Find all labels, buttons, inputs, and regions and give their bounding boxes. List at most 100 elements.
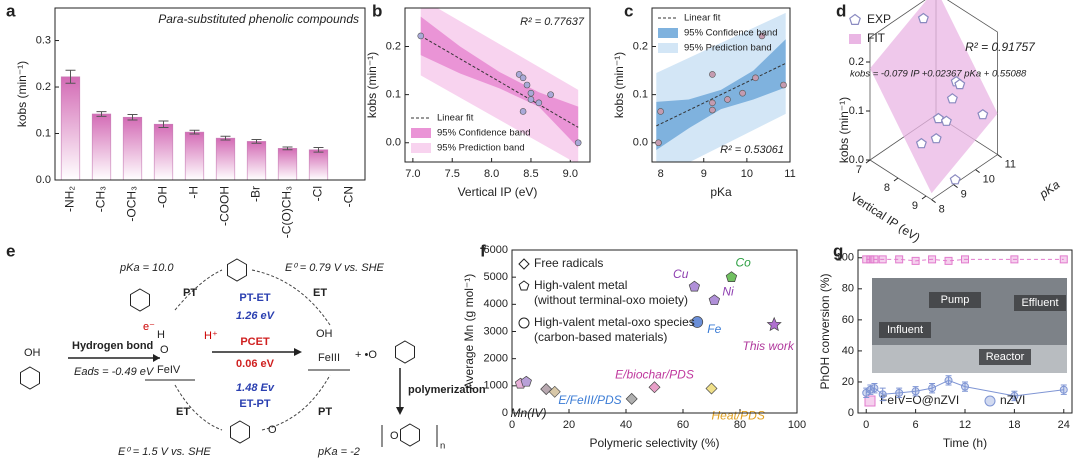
x-tick bbox=[921, 195, 927, 200]
point bbox=[946, 93, 958, 104]
x-tick-label: -CH₃ bbox=[94, 186, 108, 212]
label: pKa = -2 bbox=[317, 446, 360, 458]
label: FeIV bbox=[157, 364, 181, 376]
label: ET bbox=[176, 406, 190, 418]
point bbox=[870, 255, 879, 264]
legend-label: FeIV=O@nZVI bbox=[880, 393, 959, 407]
point bbox=[725, 271, 738, 282]
legend-label: Linear fit bbox=[437, 113, 474, 124]
point bbox=[949, 174, 961, 185]
label: H bbox=[157, 329, 165, 341]
error-bar bbox=[251, 139, 262, 144]
axis-edge bbox=[869, 159, 932, 200]
y-tick-label: 0.0 bbox=[633, 137, 648, 149]
point bbox=[961, 255, 969, 264]
label: FeIII bbox=[318, 352, 340, 364]
error-bar bbox=[96, 111, 107, 117]
bracket bbox=[381, 425, 438, 447]
point bbox=[519, 74, 527, 82]
point-label: This work bbox=[743, 339, 795, 353]
inset-label: Pump bbox=[941, 294, 970, 306]
inset-label: Reactor bbox=[986, 351, 1025, 363]
point bbox=[930, 132, 942, 144]
bar bbox=[277, 148, 298, 181]
z-axis-label: kobs (min⁻¹) bbox=[837, 97, 851, 163]
point bbox=[878, 255, 887, 264]
point bbox=[752, 74, 759, 82]
label: PT-ET bbox=[239, 292, 270, 304]
x-tick-label: 7.0 bbox=[405, 168, 420, 180]
label: O bbox=[268, 424, 277, 436]
legend-marker bbox=[984, 395, 996, 407]
point bbox=[527, 89, 535, 97]
label: OH bbox=[24, 347, 41, 359]
point bbox=[1059, 255, 1068, 264]
ring bbox=[400, 423, 420, 447]
point bbox=[709, 71, 716, 78]
label: polymerization bbox=[408, 384, 486, 396]
y-tick-label: 0.1 bbox=[386, 89, 401, 101]
point bbox=[655, 139, 662, 147]
x-tick-label: -OCH₃ bbox=[125, 186, 139, 222]
point-label: E/biochar/PDS bbox=[615, 367, 694, 381]
plot-frame bbox=[651, 7, 791, 163]
y-tick-label: 0.2 bbox=[36, 81, 51, 93]
legend-marker bbox=[864, 395, 876, 407]
inset-label-bg bbox=[929, 292, 981, 308]
annotation: R² = 0.77637 bbox=[520, 16, 585, 28]
legend-swatch bbox=[658, 28, 678, 38]
inset-label: Effluent bbox=[1021, 297, 1058, 309]
y-tick-label: 2000 bbox=[484, 353, 508, 365]
legend-swatch bbox=[411, 128, 431, 138]
x-tick-label: 8.0 bbox=[484, 168, 499, 180]
y-tick-label: 8 bbox=[939, 204, 945, 216]
point bbox=[780, 81, 787, 89]
legend-label: 95% Prediction band bbox=[684, 43, 772, 54]
point bbox=[527, 96, 535, 103]
point bbox=[519, 108, 527, 115]
y-tick-label: 0.0 bbox=[36, 174, 51, 186]
x-tick-label: 9 bbox=[912, 200, 918, 212]
ring bbox=[227, 258, 247, 282]
arrow bbox=[174, 384, 223, 431]
point bbox=[911, 256, 920, 265]
point bbox=[1010, 255, 1019, 264]
label: 1.26 eV bbox=[236, 310, 276, 322]
label: E⁰ = 0.79 V vs. SHE bbox=[285, 262, 385, 274]
x-tick-label: 20 bbox=[563, 419, 575, 431]
z-tick-label: 0.2 bbox=[849, 56, 864, 68]
x-axis-label: pKa bbox=[710, 185, 732, 199]
y-tick bbox=[997, 154, 1002, 159]
x-tick-label: 7 bbox=[856, 164, 862, 176]
label: pKa = 10.0 bbox=[119, 262, 174, 274]
point bbox=[940, 115, 952, 126]
point bbox=[944, 376, 953, 385]
bar bbox=[91, 113, 112, 181]
x-tick-label: -C(O)CH₃ bbox=[280, 186, 294, 238]
point bbox=[691, 316, 704, 328]
legend-marker bbox=[518, 280, 530, 291]
x-tick bbox=[893, 177, 899, 182]
y-tick-label: 0 bbox=[848, 407, 854, 419]
point bbox=[535, 99, 543, 107]
label: Eads = -0.49 eV bbox=[74, 366, 155, 378]
label: Hydrogen bond bbox=[72, 340, 153, 352]
y-tick-label: 60 bbox=[842, 314, 854, 326]
x-tick-label: 60 bbox=[677, 419, 689, 431]
error-bar bbox=[313, 146, 324, 153]
legend-swatch bbox=[658, 43, 678, 53]
y-axis-label: kobs (min⁻¹) bbox=[15, 61, 29, 127]
point bbox=[932, 112, 944, 124]
annotation: R² = 0.53061 bbox=[720, 144, 784, 156]
bar bbox=[308, 149, 329, 181]
y-tick-label: 6000 bbox=[484, 244, 508, 256]
x-tick bbox=[865, 159, 871, 164]
bar bbox=[60, 76, 81, 181]
x-tick-label: 8 bbox=[658, 168, 664, 180]
x-tick-label: -OH bbox=[156, 186, 170, 208]
point bbox=[688, 280, 701, 292]
point bbox=[961, 382, 970, 391]
point bbox=[895, 388, 904, 397]
x-tick-label: 24 bbox=[1058, 419, 1070, 431]
point bbox=[928, 384, 937, 393]
